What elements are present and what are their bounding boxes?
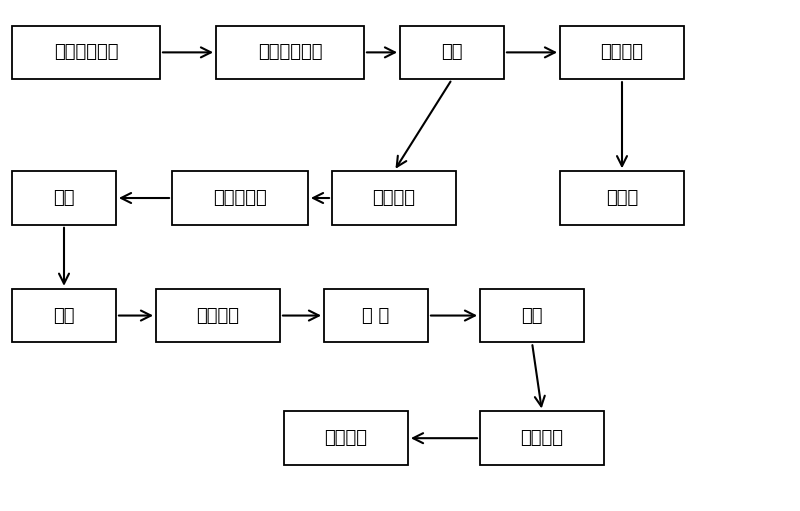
Bar [284, 411, 408, 465]
Text: 滤液浓缩: 滤液浓缩 [197, 307, 239, 324]
Bar [216, 26, 364, 79]
Bar [324, 289, 428, 342]
Text: 有机溶剂提取: 有机溶剂提取 [258, 43, 322, 61]
Text: 过滤: 过滤 [54, 307, 74, 324]
Text: 过滤: 过滤 [442, 43, 462, 61]
Bar [12, 171, 116, 225]
Text: 醇浸膏: 醇浸膏 [606, 189, 638, 207]
Text: 离心: 离心 [522, 307, 542, 324]
Text: 有机酸处理: 有机酸处理 [213, 189, 267, 207]
Bar [400, 26, 504, 79]
Bar [332, 171, 456, 225]
Text: 水提: 水提 [54, 189, 74, 207]
Text: 沉淀干燥: 沉淀干燥 [521, 429, 563, 447]
Bar [560, 26, 684, 79]
Bar [156, 289, 280, 342]
Bar [12, 26, 160, 79]
Text: 植物多糖: 植物多糖 [325, 429, 367, 447]
Bar [480, 289, 584, 342]
Text: 滤液浓缩: 滤液浓缩 [601, 43, 643, 61]
Bar [12, 289, 116, 342]
Bar [480, 411, 604, 465]
Bar [172, 171, 308, 225]
Text: 滤渣干燥: 滤渣干燥 [373, 189, 415, 207]
Text: 醇 沉: 醇 沉 [362, 307, 390, 324]
Bar [560, 171, 684, 225]
Text: 原料干燥粉碎: 原料干燥粉碎 [54, 43, 118, 61]
